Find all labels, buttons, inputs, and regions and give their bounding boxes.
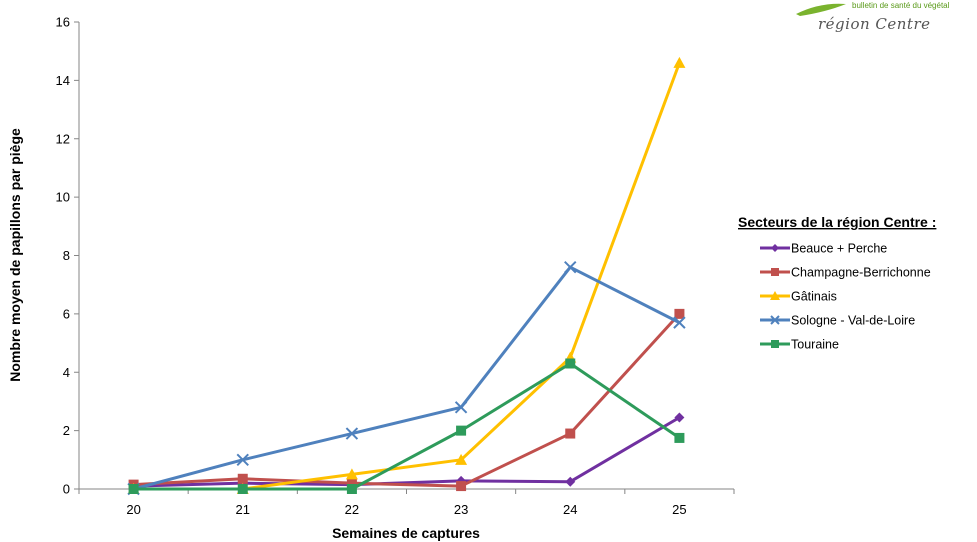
y-ticks: 0 2 4 6 8 10 12 14 16 [56, 15, 79, 497]
series-line [133, 62, 681, 491]
data-point [673, 316, 686, 329]
series [128, 358, 685, 494]
logo-tagline: bulletin de santé du végétal [852, 1, 950, 10]
data-point [674, 412, 685, 423]
x-ticks: 20 21 22 23 24 25 [78, 489, 735, 517]
data-point [674, 308, 685, 319]
y-axis-title: Nombre moyen de papillons par piège [7, 128, 23, 382]
x-tick-label: 20 [126, 502, 140, 517]
series [127, 56, 686, 494]
series-line [133, 265, 681, 491]
data-point [673, 56, 686, 68]
data-point [346, 484, 357, 494]
data-point [346, 478, 357, 489]
y-tick-label: 2 [63, 423, 70, 438]
y-tick-label: 6 [63, 306, 70, 321]
x-tick-label: 24 [563, 502, 577, 517]
y-tick-label: 4 [63, 365, 70, 380]
data-point [674, 432, 685, 443]
legend-item: Beauce + Perche [760, 242, 887, 256]
legend-item: Champagne-Berrichonne [760, 266, 931, 280]
legend: Secteurs de la région Centre : Beauce + … [738, 214, 936, 352]
data-point [565, 428, 576, 439]
y-tick-label: 8 [63, 248, 70, 263]
legend-label: Beauce + Perche [791, 242, 887, 256]
data-point [770, 291, 780, 300]
x-tick-label: 23 [454, 502, 468, 517]
y-tick-label: 16 [56, 15, 70, 30]
data-point [237, 473, 248, 484]
series-line [133, 361, 681, 491]
series-lines [127, 56, 686, 496]
y-tick-label: 10 [56, 190, 70, 205]
x-tick-label: 21 [236, 502, 250, 517]
data-point [565, 358, 576, 369]
legend-label: Sologne - Val-de-Loire [791, 314, 915, 328]
data-point [564, 260, 577, 274]
x-tick-label: 25 [672, 502, 686, 517]
data-point [771, 340, 779, 348]
data-point [237, 484, 248, 494]
series-line [133, 416, 681, 488]
legend-title: Secteurs de la région Centre : [738, 214, 936, 230]
data-point [565, 476, 576, 487]
data-point [345, 427, 359, 440]
x-tick-label: 22 [345, 502, 359, 517]
legend-item: Touraine [760, 338, 839, 352]
legend-item: Gâtinais [760, 290, 837, 304]
data-point [770, 315, 780, 325]
data-point [456, 481, 467, 492]
x-axis-title: Semaines de captures [332, 525, 480, 541]
y-tick-label: 0 [63, 482, 70, 497]
data-point [345, 468, 358, 480]
data-point [771, 268, 779, 276]
data-point [456, 425, 467, 436]
y-tick-label: 12 [56, 131, 70, 146]
data-point [128, 484, 139, 494]
data-point [236, 453, 249, 467]
legend-item: Sologne - Val-de-Loire [760, 314, 915, 328]
legend-items: Beauce + Perche Champagne-Berrichonne Gâti… [760, 242, 931, 352]
data-point [455, 453, 468, 465]
y-tick-label: 14 [56, 73, 70, 88]
logo-region: région Centre [818, 15, 931, 33]
logo: bulletin de santé du végétal région Cent… [796, 1, 950, 33]
data-point [454, 401, 468, 414]
series-line [133, 312, 681, 488]
legend-label: Touraine [791, 338, 839, 352]
leaf-icon [796, 3, 846, 16]
legend-label: Gâtinais [791, 290, 837, 304]
data-point [771, 244, 779, 252]
legend-label: Champagne-Berrichonne [791, 266, 931, 280]
